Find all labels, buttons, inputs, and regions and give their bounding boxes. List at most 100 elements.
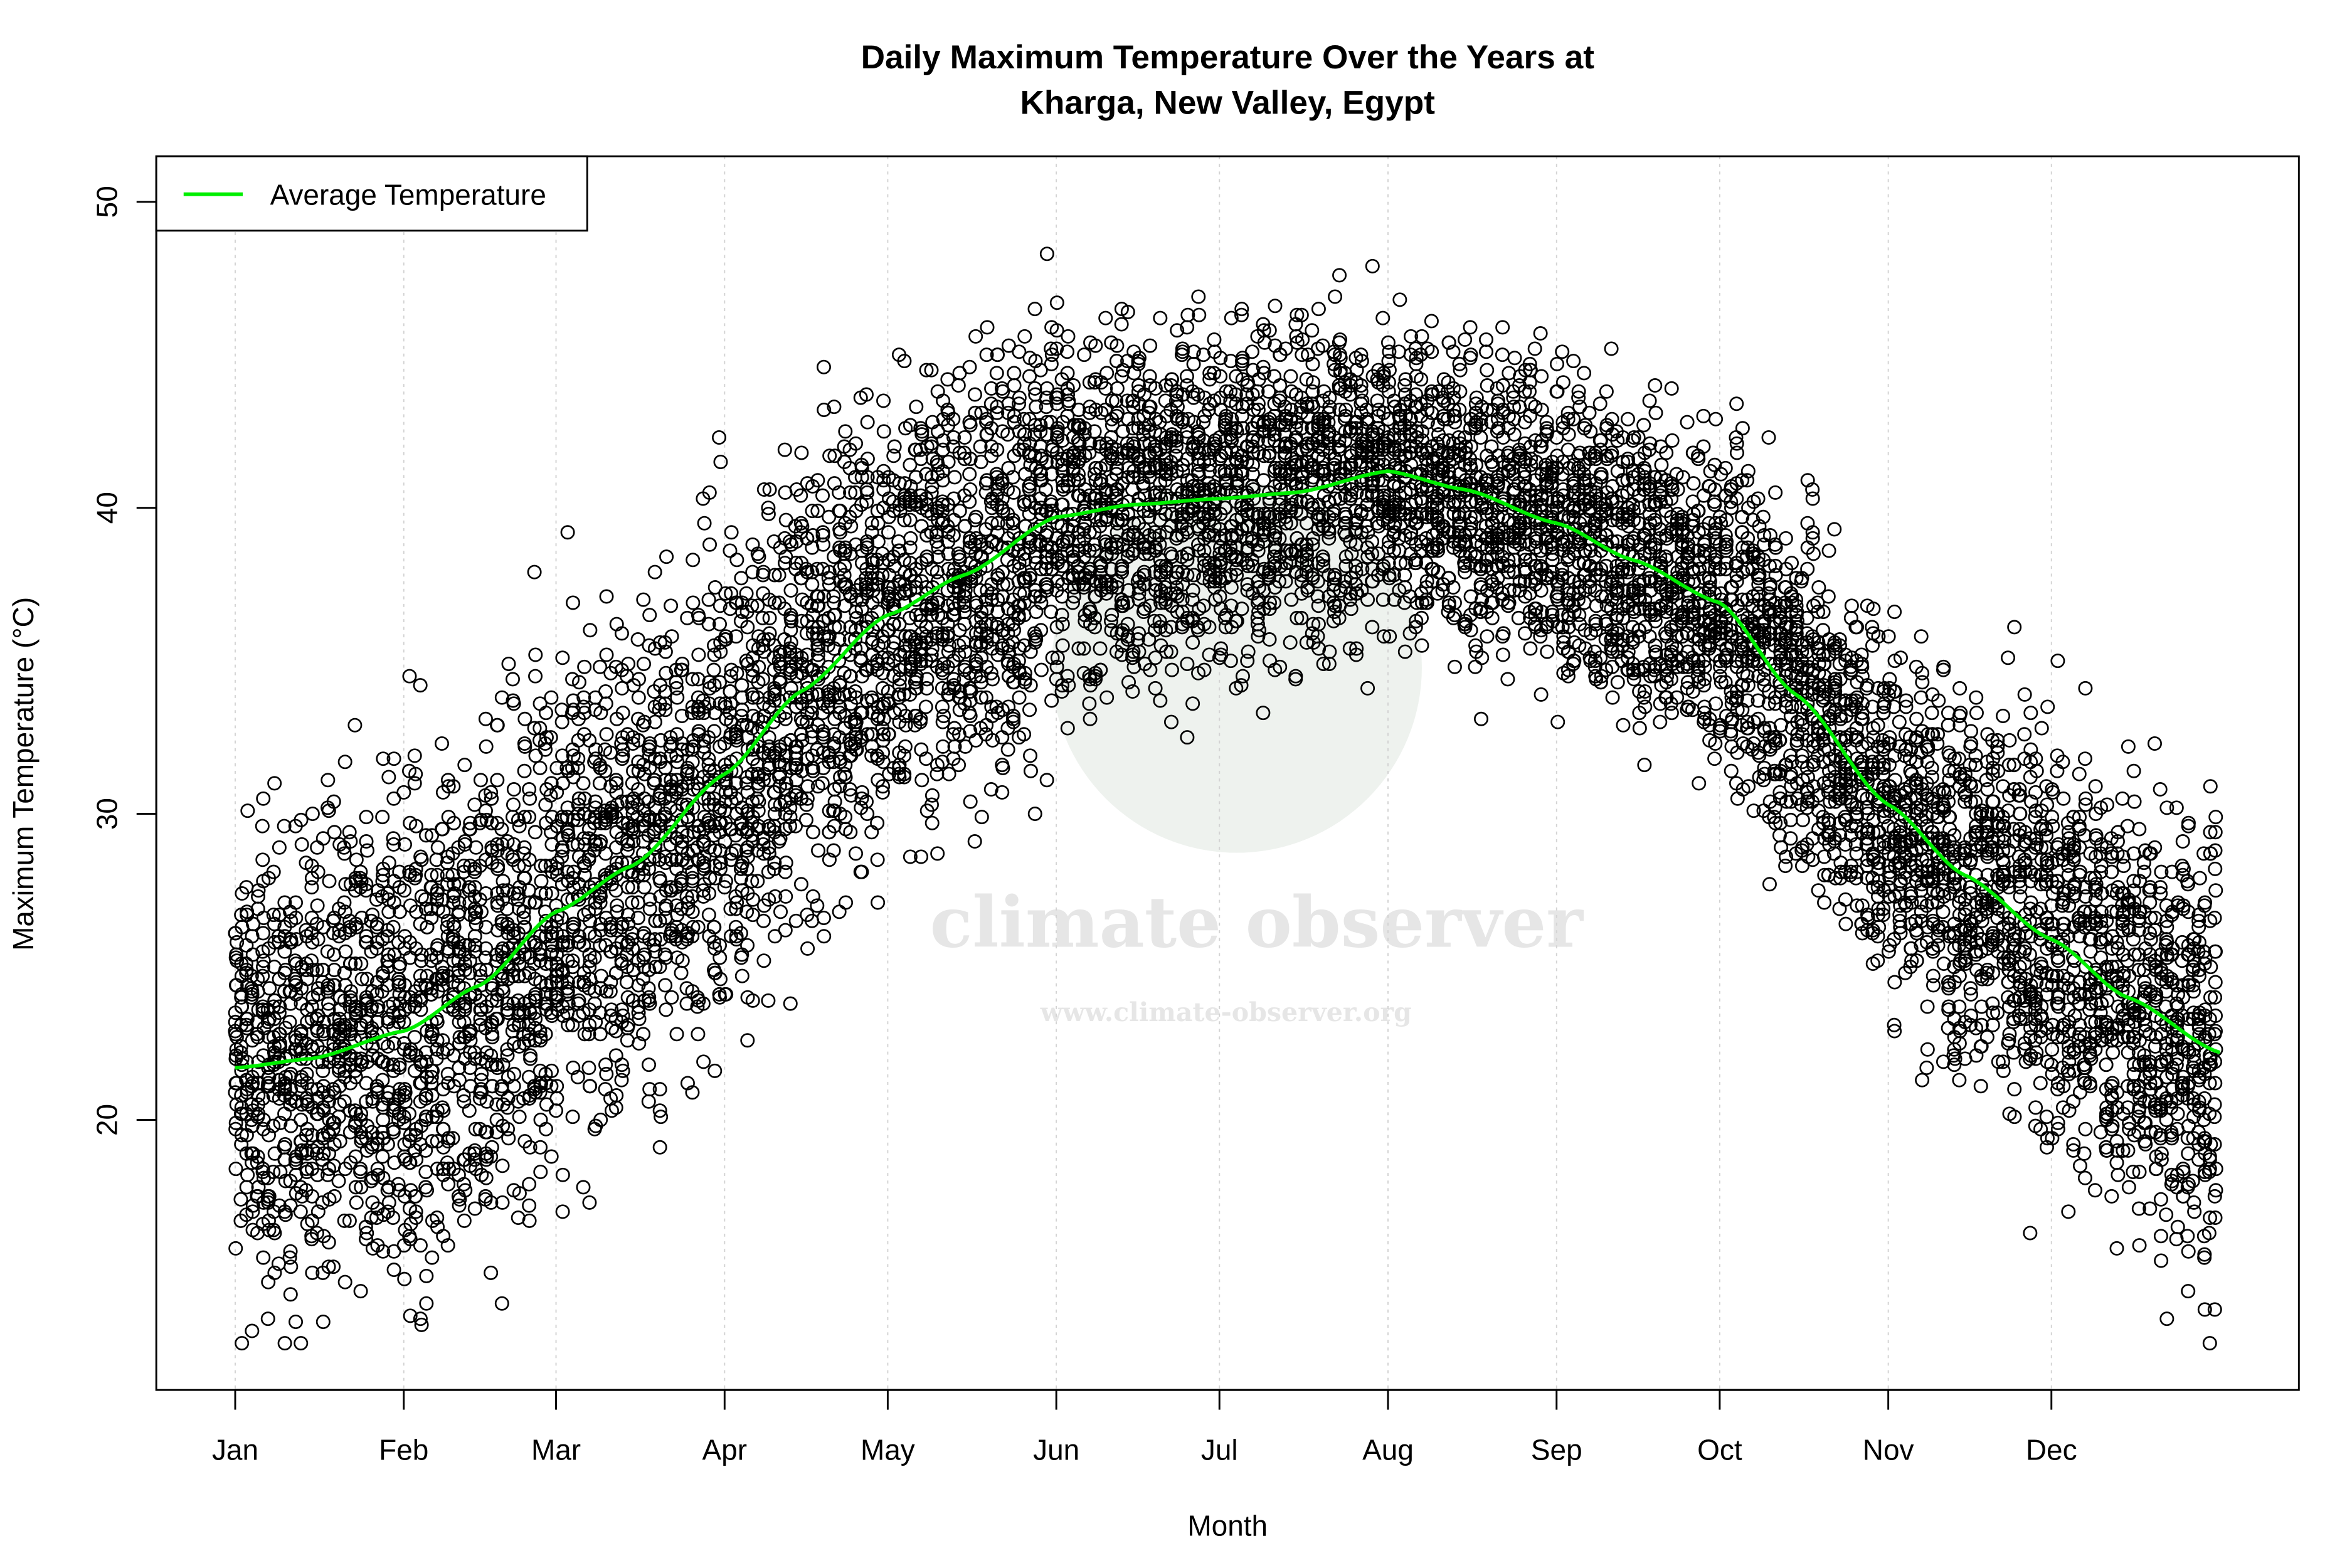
data-point <box>1268 299 1283 314</box>
data-point <box>864 825 879 840</box>
data-point <box>849 846 864 861</box>
data-point <box>396 785 411 800</box>
data-point <box>310 1167 325 1182</box>
data-point <box>310 1204 326 1219</box>
data-point <box>1311 302 1326 317</box>
data-point <box>398 1085 413 1100</box>
data-point <box>420 919 435 935</box>
data-point <box>418 1045 433 1060</box>
data-point <box>386 1125 401 1140</box>
data-point <box>327 962 342 977</box>
data-point <box>1153 310 1168 326</box>
data-point <box>555 1204 570 1219</box>
data-point <box>349 852 364 867</box>
data-point <box>266 1164 281 1179</box>
data-point <box>599 589 614 604</box>
data-point <box>299 1162 314 1177</box>
data-point <box>506 797 521 812</box>
data-point <box>963 794 978 809</box>
data-point <box>283 932 299 947</box>
data-point <box>413 1002 428 1017</box>
data-point <box>343 984 358 999</box>
data-point <box>598 1057 613 1073</box>
data-point <box>506 782 521 797</box>
data-point <box>549 1091 564 1106</box>
data-point <box>235 1336 250 1351</box>
data-point <box>533 1164 548 1179</box>
data-point <box>326 1121 341 1136</box>
data-point <box>435 822 450 837</box>
data-point <box>418 1164 433 1179</box>
data-point <box>393 904 407 919</box>
data-point <box>696 1054 711 1069</box>
data-point <box>267 1226 282 1241</box>
data-point <box>310 840 325 855</box>
data-point <box>581 1061 596 1075</box>
data-point <box>1244 344 1259 359</box>
data-point <box>289 1315 304 1329</box>
data-point <box>1017 329 1032 344</box>
data-point <box>594 968 609 983</box>
data-point <box>260 1311 275 1327</box>
data-point <box>815 488 830 503</box>
data-point <box>348 956 363 972</box>
data-point <box>321 996 336 1011</box>
data-point <box>1288 317 1303 332</box>
data-point <box>343 956 358 972</box>
data-point <box>261 1128 276 1143</box>
data-point <box>1000 742 1015 757</box>
data-point <box>1027 807 1042 821</box>
data-point <box>420 1183 435 1198</box>
watermark-url: www.climate-observer.org <box>1040 997 1412 1027</box>
data-point <box>554 714 569 729</box>
data-point <box>951 378 966 393</box>
data-point <box>386 1210 401 1226</box>
data-point <box>1332 268 1347 283</box>
data-point <box>272 840 287 855</box>
data-point <box>310 898 325 913</box>
data-point <box>277 944 292 959</box>
data-point <box>359 834 374 849</box>
data-point <box>408 1189 423 1204</box>
data-point <box>1110 381 1125 396</box>
data-point <box>309 962 324 977</box>
data-point <box>386 831 401 846</box>
data-point <box>407 1030 422 1045</box>
data-point <box>1007 378 1022 393</box>
data-point <box>273 1115 288 1130</box>
data-point <box>309 1226 324 1241</box>
data-point <box>359 972 374 987</box>
data-point <box>230 935 245 950</box>
data-point <box>407 776 422 791</box>
data-point <box>659 1002 674 1017</box>
data-point <box>706 662 721 677</box>
data-point <box>637 656 652 671</box>
data-point <box>228 1241 243 1256</box>
data-point <box>342 1213 357 1228</box>
data-point <box>414 889 429 904</box>
data-point <box>321 1259 336 1274</box>
data-point <box>527 825 543 840</box>
data-point <box>354 956 369 972</box>
data-point <box>376 867 391 882</box>
data-point <box>375 1073 390 1088</box>
data-point <box>299 1066 314 1081</box>
data-point <box>266 908 281 923</box>
data-point <box>686 553 701 568</box>
data-point <box>522 1177 537 1192</box>
data-point <box>968 329 983 344</box>
data-point <box>407 871 422 886</box>
watermark-name: climate observer <box>930 882 1584 964</box>
data-point <box>527 564 542 580</box>
data-point <box>402 1048 417 1063</box>
data-point <box>664 990 679 1005</box>
data-point <box>980 320 995 335</box>
data-point <box>517 763 532 778</box>
data-point <box>289 895 304 910</box>
data-point <box>1099 366 1115 381</box>
data-point <box>256 791 271 806</box>
data-point <box>659 549 674 564</box>
data-point <box>1027 302 1042 317</box>
data-point <box>359 929 374 944</box>
data-point <box>484 1265 499 1280</box>
